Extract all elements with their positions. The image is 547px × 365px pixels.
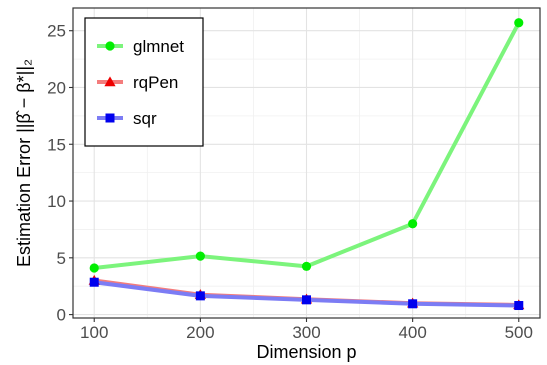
x-tick-label: 100 bbox=[80, 323, 108, 342]
point-sqr bbox=[514, 301, 524, 311]
legend-label-glmnet: glmnet bbox=[133, 37, 184, 56]
y-tick-label: 5 bbox=[57, 249, 66, 268]
x-axis: 100 200 300 400 500 bbox=[80, 318, 533, 342]
y-tick-label: 20 bbox=[47, 78, 66, 97]
y-axis: 0 5 10 15 20 25 bbox=[47, 22, 73, 325]
x-tick-label: 200 bbox=[186, 323, 214, 342]
point-glmnet bbox=[89, 263, 99, 273]
point-glmnet bbox=[514, 18, 524, 28]
legend-key-marker-rqPen bbox=[104, 76, 116, 87]
point-sqr bbox=[89, 277, 99, 287]
legend-label-rqPen: rqPen bbox=[133, 73, 178, 92]
x-tick-label: 300 bbox=[292, 323, 320, 342]
point-sqr bbox=[302, 295, 311, 305]
point-sqr bbox=[195, 291, 205, 301]
y-tick-label: 25 bbox=[47, 22, 66, 41]
y-tick-label: 15 bbox=[47, 135, 66, 154]
x-tick-label: 500 bbox=[505, 323, 533, 342]
legend-key-marker-glmnet bbox=[105, 41, 115, 51]
point-glmnet bbox=[195, 251, 205, 261]
x-axis-title: Dimension p bbox=[256, 342, 356, 362]
y-tick-label: 0 bbox=[57, 306, 66, 325]
legend: glmnet rqPen sqr bbox=[84, 17, 204, 147]
legend-key-marker-sqr bbox=[105, 113, 115, 123]
point-sqr bbox=[408, 299, 418, 309]
series-markers bbox=[88, 18, 525, 311]
point-glmnet bbox=[408, 219, 418, 229]
x-tick-label: 400 bbox=[398, 323, 426, 342]
point-glmnet bbox=[301, 261, 312, 271]
legend-label-sqr: sqr bbox=[133, 109, 157, 128]
y-axis-title: Estimation Error ||β̂ − β*||₂ bbox=[14, 59, 34, 267]
y-tick-label: 10 bbox=[47, 192, 66, 211]
